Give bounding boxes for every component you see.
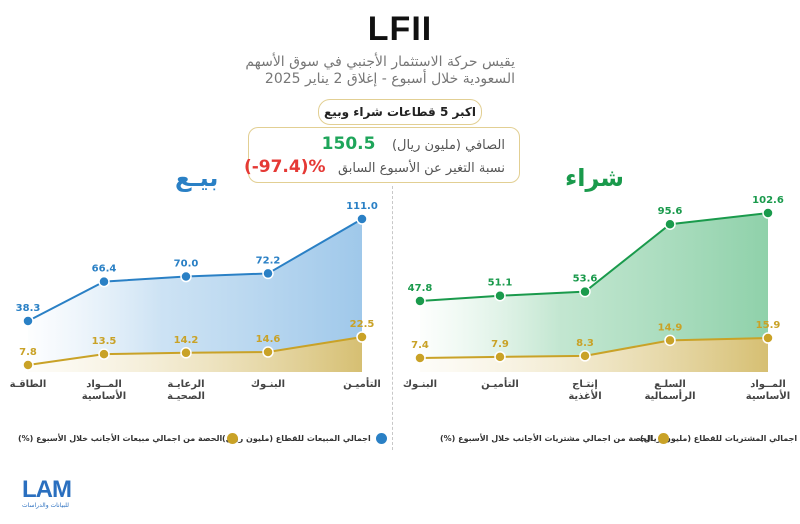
total-point [22, 315, 34, 327]
share-value-label: 13.5 [92, 336, 117, 347]
page-title: LFII [367, 10, 433, 48]
legend-dot-gold [657, 433, 669, 444]
total-value-label: 66.4 [92, 264, 117, 275]
share-value-label: 7.4 [411, 340, 429, 351]
lam-logo: LAM للبيانات والدراسات [22, 476, 72, 510]
share-value-label: 7.8 [19, 347, 37, 358]
total-area [28, 219, 362, 365]
buy-legend-total: اجمالي المشتريات للقطاع (مليون ريال) [640, 433, 800, 444]
top-sectors-pill: اكبر 5 قطاعات شراء وبيع [318, 99, 482, 125]
share-point [356, 331, 368, 343]
total-point [414, 295, 426, 307]
category-label: إنتـاج [572, 379, 598, 390]
share-point [98, 348, 110, 360]
category-label: البنـوك [403, 379, 437, 390]
legend-dot-gold [227, 433, 239, 444]
legend-label: اجمالي المشتريات للقطاع (مليون ريال) [640, 434, 798, 443]
total-point [262, 267, 274, 280]
category-label: التأميـن [343, 377, 381, 390]
total-value-label: 72.2 [256, 255, 281, 266]
sell-legend-total: اجمالي المبيعات للقطاع (مليون ريال) [222, 433, 387, 444]
share-value-label: 14.9 [658, 322, 683, 333]
buy-chart: 47.8 51.1 53.6 95.6 102.6 7.4 7.9 8.3 14.9 15.9 ال… [403, 195, 790, 402]
subtitle-line-1: يقيس حركة الاستثمار الأجنبي في سوق الأسه… [245, 54, 515, 70]
logo-text: LAM [22, 476, 72, 503]
net-row: الصافي (مليون ريال) 150.5 [322, 134, 505, 154]
total-point [762, 207, 774, 219]
total-value-label: 38.3 [16, 303, 41, 314]
net-label: الصافي (مليون ريال) [391, 138, 505, 153]
category-label: المــواد [750, 379, 786, 390]
summary-box: الصافي (مليون ريال) 150.5 نسبة التغير عن… [244, 127, 520, 183]
total-point [180, 270, 192, 283]
subtitle-line-2: السعودية خلال أسبوع - إغلاق 2 يناير 2025 [264, 71, 515, 87]
share-point [664, 334, 676, 347]
buy-legend-share: الحصة من اجمالي مشتريات الأجانب خلال الأ… [440, 433, 669, 444]
total-value-label: 70.0 [174, 259, 199, 270]
share-point [579, 350, 591, 362]
change-value: (-97.4)% [243, 157, 326, 177]
share-point [414, 352, 426, 364]
share-value-label: 14.6 [256, 334, 281, 345]
sell-chart: 38.3 66.4 70.0 72.2 111.0 7.8 13.5 14.2 14.6 22.5… [10, 201, 381, 402]
sell-chart-title: بيـع [175, 164, 219, 192]
legend-label: اجمالي المبيعات للقطاع (مليون ريال) [222, 434, 371, 443]
change-label: نسبة التغير عن الأسبوع السابق [337, 161, 505, 176]
total-value-label: 51.1 [488, 278, 513, 289]
share-value-label: 15.9 [756, 320, 781, 331]
total-point [98, 275, 110, 288]
total-value-label: 102.6 [752, 195, 784, 206]
share-value-label: 7.9 [491, 339, 509, 350]
total-value-label: 95.6 [658, 206, 683, 217]
category-label: الصحيـة [167, 391, 205, 402]
share-value-label: 14.2 [174, 335, 199, 346]
category-label: الأساسية [82, 389, 126, 402]
total-point [579, 285, 591, 298]
sell-legend-share: الحصة من اجمالي مبيعات الأجانب خلال الأس… [18, 433, 239, 444]
category-label: التأميـن [481, 377, 519, 390]
share-value-label: 22.5 [350, 319, 375, 330]
total-value-label: 47.8 [408, 283, 433, 294]
change-row: نسبة التغير عن الأسبوع السابق (-97.4)% [244, 157, 505, 177]
buy-chart-title: شراء [565, 164, 625, 192]
share-value-label: 8.3 [576, 338, 594, 349]
category-label: الرأسمالية [644, 389, 695, 402]
category-label: الرعايـة [167, 379, 204, 390]
legend-dot-blue [375, 433, 387, 444]
category-label: الأغذية [568, 389, 601, 402]
category-label: المــواد [86, 379, 122, 390]
category-label: السلـع [654, 379, 686, 390]
share-point [762, 332, 774, 344]
panel-divider [392, 186, 393, 450]
net-value: 150.5 [321, 134, 376, 154]
total-value-label: 111.0 [346, 201, 378, 212]
page-subtitle: يقيس حركة الاستثمار الأجنبي في سوق الأسه… [185, 54, 515, 88]
total-point [494, 289, 506, 302]
category-label: الأساسية [746, 389, 790, 402]
total-point [664, 218, 676, 230]
total-value-label: 53.6 [573, 274, 598, 285]
legend-label: الحصة من اجمالي مبيعات الأجانب خلال الأس… [18, 434, 223, 443]
share-point [494, 351, 506, 363]
total-point [356, 213, 368, 225]
share-point [22, 359, 34, 371]
logo-subtext: للبيانات والدراسات [22, 502, 69, 509]
share-point [180, 347, 192, 359]
category-label: البنـوك [251, 379, 285, 390]
category-label: الطاقـة [10, 379, 47, 390]
legend-label: الحصة من اجمالي مشتريات الأجانب خلال الأ… [440, 434, 653, 443]
share-area [28, 337, 362, 372]
share-point [262, 346, 274, 358]
